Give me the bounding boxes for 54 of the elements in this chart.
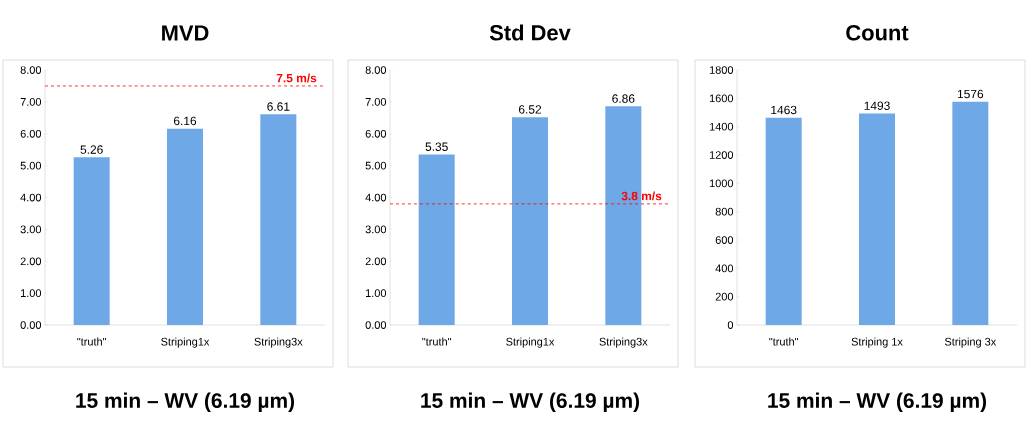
y-tick-label: 6.00	[20, 129, 42, 138]
y-tick-label: 7.00	[20, 98, 42, 106]
y-tick-label: 1400	[709, 122, 734, 131]
ref-line-label: 3.8 m/s	[621, 191, 662, 201]
x-axis-title: 15 min – WV (6.19 µm)	[421, 392, 640, 413]
y-tick-label: 0.00	[20, 321, 42, 329]
y-tick-label: 7.00	[365, 98, 387, 106]
ref-line-label: 7.5 m/s	[276, 73, 317, 83]
y-tick-label: 6.00	[365, 129, 387, 138]
y-tick-label: 4.00	[20, 193, 42, 202]
y-tick-label: 8.00	[20, 66, 42, 74]
chart-title: Count	[846, 24, 909, 41]
y-tick-label: 0.00	[365, 321, 387, 329]
x-axis-title: 15 min – WV (6.19 µm)	[768, 392, 987, 413]
x-tick-label: Striping1x	[161, 337, 210, 348]
data-label: 1576	[957, 89, 984, 99]
y-tick-label: 800	[715, 207, 734, 216]
y-tick-label: 2.00	[365, 257, 387, 266]
data-label: 6.86	[612, 94, 635, 103]
y-tick-label: 1000	[709, 179, 734, 188]
data-label: 5.35	[425, 142, 448, 151]
x-axis-title: 15 min – WV (6.19 µm)	[76, 392, 295, 413]
y-tick-label: 1800	[709, 66, 734, 74]
y-tick-label: 200	[715, 292, 734, 301]
y-tick-label: 2.00	[20, 257, 42, 266]
y-tick-label: 1.00	[365, 289, 387, 298]
y-tick-label: 8.00	[365, 66, 387, 74]
data-label: 6.16	[173, 116, 197, 126]
chart-title: MVD	[162, 25, 209, 41]
y-tick-label: 600	[715, 236, 734, 244]
data-label: 6.61	[267, 102, 290, 111]
x-tick-label: Striping 3x	[944, 337, 997, 348]
chart-title: Std Dev	[489, 24, 571, 41]
data-label: 1493	[864, 101, 890, 110]
y-tick-label: 5.00	[20, 161, 42, 170]
y-tick-label: 0	[727, 321, 734, 329]
y-tick-label: 4.00	[365, 193, 387, 202]
y-tick-label: 1600	[709, 94, 734, 103]
y-tick-label: 1200	[709, 151, 734, 159]
data-label: 6.52	[518, 105, 542, 114]
x-tick-label: Striping 1x	[851, 337, 903, 348]
x-tick-label: "truth"	[422, 337, 452, 346]
y-tick-label: 3.00	[365, 225, 387, 234]
x-tick-label: Striping3x	[599, 337, 648, 348]
x-tick-label: "truth"	[769, 337, 799, 346]
data-label: 5.26	[80, 145, 103, 154]
y-tick-label: 5.00	[365, 161, 387, 170]
y-tick-label: 1.00	[20, 289, 42, 298]
y-tick-label: 3.00	[20, 225, 42, 234]
x-tick-label: Striping1x	[506, 337, 555, 348]
x-tick-label: Striping3x	[254, 337, 303, 348]
x-tick-label: "truth"	[77, 337, 107, 346]
y-tick-label: 400	[715, 264, 734, 273]
data-label: 1463	[771, 105, 797, 115]
